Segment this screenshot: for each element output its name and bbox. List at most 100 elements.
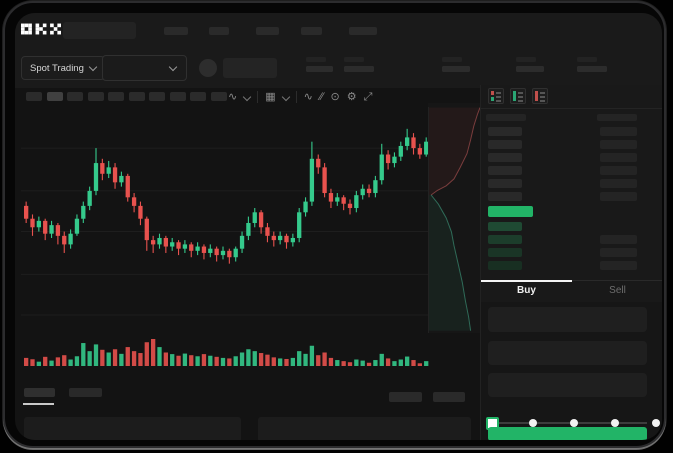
book-asks-only-view-icon[interactable] <box>532 88 548 104</box>
depth-asks-area <box>428 107 480 195</box>
compare-icon[interactable]: ∿ <box>303 90 313 103</box>
stat-label-placeholder-1 <box>306 57 326 62</box>
ask-amount-placeholder-3 <box>600 153 637 162</box>
ask-price-placeholder-5[interactable] <box>488 179 522 188</box>
nav-item-1[interactable] <box>164 27 188 35</box>
nav-item-2[interactable] <box>209 27 229 35</box>
bottom-action-button-1[interactable] <box>389 392 422 402</box>
timeframe-button-10[interactable] <box>210 92 227 101</box>
ask-price-placeholder-1[interactable] <box>488 127 522 136</box>
depth-bids-area <box>428 195 471 331</box>
bid-amount-placeholder-2 <box>600 235 637 244</box>
buy-submit-button[interactable] <box>488 427 647 440</box>
timeframe-button-7[interactable] <box>149 92 165 101</box>
depth-chart <box>428 103 480 333</box>
order-book-panel: Buy Sell <box>480 85 662 440</box>
slider-stop-4[interactable] <box>611 419 619 427</box>
amount-input-placeholder[interactable] <box>488 341 647 365</box>
bottom-tab-order-history[interactable] <box>69 388 102 397</box>
ask-amount-placeholder-4 <box>600 166 637 175</box>
brand-title-placeholder <box>63 22 136 39</box>
nav-item-3[interactable] <box>256 27 279 35</box>
toolbar-separator <box>295 91 297 103</box>
timeframe-button-8[interactable] <box>169 92 186 101</box>
bottom-tab-open-orders[interactable] <box>24 388 55 397</box>
depth-bids-line <box>430 194 472 331</box>
ask-amount-placeholder-5 <box>600 179 637 188</box>
tab-sell[interactable]: Sell <box>609 285 626 296</box>
slider-stop-3[interactable] <box>570 419 578 427</box>
stat-value-placeholder-1 <box>306 66 333 72</box>
price-input-placeholder[interactable] <box>488 307 647 332</box>
book-combined-view-icon[interactable] <box>488 88 504 104</box>
timeframe-button-2[interactable] <box>46 92 63 101</box>
stat-value-placeholder-4 <box>516 66 544 72</box>
chevron-down-icon <box>88 62 98 71</box>
device-frame: Spot Trading ∿ ▦ ∿ ∕∕ ⊙ ⚙ ⤢ Buy <box>3 1 666 448</box>
chevron-down-icon <box>168 62 178 72</box>
timeframe-button-5[interactable] <box>108 92 124 101</box>
timeframe-button-4[interactable] <box>87 92 104 101</box>
app-screen: Spot Trading ∿ ▦ ∿ ∕∕ ⊙ ⚙ ⤢ Buy <box>15 13 662 440</box>
indicators-chevron-icon <box>242 92 252 102</box>
trade-tabs: Buy Sell <box>481 280 662 302</box>
divider <box>481 108 662 109</box>
depth-bg <box>428 103 480 333</box>
screenshot-icon[interactable]: ⊙ <box>330 90 340 103</box>
stat-label-placeholder-3 <box>442 57 462 62</box>
bid-price-placeholder-4[interactable] <box>488 261 522 270</box>
current-price-bar[interactable] <box>488 206 533 217</box>
stat-label-placeholder-2 <box>344 57 364 62</box>
volume-bars-group <box>24 339 429 366</box>
nav-item-4[interactable] <box>301 27 322 35</box>
bottom-action-button-2[interactable] <box>433 392 465 402</box>
drawing-tools-icon[interactable]: ∕∕ <box>319 90 324 103</box>
bid-amount-placeholder-4 <box>600 261 637 270</box>
stat-value-placeholder-5 <box>577 66 607 72</box>
book-bids-only-view-icon[interactable] <box>510 88 526 104</box>
stat-value-placeholder-2 <box>344 66 374 72</box>
slider-stop-5[interactable] <box>652 419 660 427</box>
chart-tools: ∿ ▦ ∿ ∕∕ ⊙ ⚙ ⤢ <box>228 87 372 107</box>
ask-amount-placeholder-6 <box>600 192 637 201</box>
depth-asks-line <box>430 107 480 196</box>
chart-style-chevron-icon <box>281 92 290 102</box>
stat-label-placeholder-5 <box>577 57 597 62</box>
orders-table-placeholder <box>24 417 241 440</box>
ask-price-placeholder-2[interactable] <box>488 140 522 149</box>
chart-style-icon[interactable]: ▦ <box>265 90 276 103</box>
indicators-icon[interactable]: ∿ <box>228 90 238 103</box>
amount-slider-track[interactable] <box>488 422 647 424</box>
market-selector-label: Spot Trading <box>30 62 84 74</box>
chart-settings-icon[interactable]: ⚙ <box>346 90 357 103</box>
candlestick-chart[interactable] <box>21 108 479 372</box>
orders-table-placeholder <box>258 417 471 440</box>
pair-logo-avatar[interactable] <box>199 59 217 77</box>
fullscreen-icon[interactable]: ⤢ <box>363 90 373 103</box>
stat-label-placeholder-4 <box>516 57 536 62</box>
timeframe-button-1[interactable] <box>26 92 42 101</box>
candles-group <box>24 128 429 264</box>
nav-item-5[interactable] <box>349 27 377 35</box>
ask-price-placeholder-4[interactable] <box>488 166 522 175</box>
stat-value-placeholder-3 <box>442 66 470 72</box>
total-input-placeholder[interactable] <box>488 373 647 397</box>
pair-dropdown[interactable] <box>102 55 187 81</box>
bid-price-placeholder-2[interactable] <box>488 235 522 244</box>
timeframe-button-6[interactable] <box>128 92 145 101</box>
market-selector-button[interactable]: Spot Trading <box>21 56 105 80</box>
tab-buy[interactable]: Buy <box>517 285 536 296</box>
toolbar-separator <box>257 91 259 103</box>
bid-price-placeholder-3[interactable] <box>488 248 522 257</box>
book-price-column-header-placeholder <box>486 114 526 121</box>
timeframe-button-3[interactable] <box>67 92 83 101</box>
bid-price-placeholder-1[interactable] <box>488 222 522 231</box>
active-tab-indicator <box>481 280 572 282</box>
slider-stop-2[interactable] <box>529 419 537 427</box>
book-amount-column-header-placeholder <box>597 114 637 121</box>
last-price-placeholder <box>223 58 277 78</box>
ask-price-placeholder-3[interactable] <box>488 153 522 162</box>
okx-logo <box>21 23 61 35</box>
ask-price-placeholder-6[interactable] <box>488 192 522 201</box>
timeframe-button-9[interactable] <box>190 92 206 101</box>
